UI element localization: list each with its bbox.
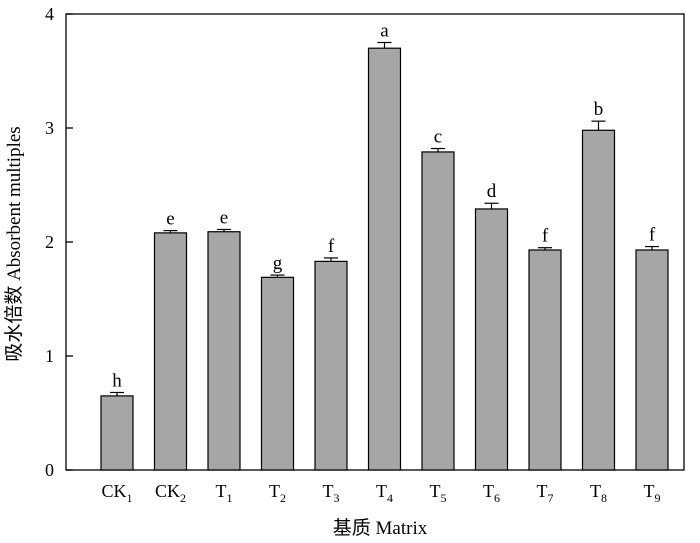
x-tick-label-base: T [483, 481, 494, 501]
significance-label: f [542, 226, 549, 247]
bar [153, 232, 188, 471]
y-tick-label: 0 [45, 460, 54, 480]
bar [367, 47, 402, 471]
y-tick-label: 4 [45, 4, 54, 24]
x-tick-label-base: CK [101, 481, 126, 501]
significance-label: c [434, 127, 442, 148]
x-tick-label: T9 [644, 481, 661, 505]
x-tick-label-subscript: 1 [127, 491, 133, 505]
bar [314, 260, 348, 471]
significance-label: g [273, 253, 283, 274]
x-tick-label-subscript: 5 [441, 491, 447, 505]
x-tick-label-base: T [376, 481, 387, 501]
y-tick-label: 1 [45, 346, 54, 366]
x-tick-label: T1 [216, 481, 233, 505]
x-tick-label: CK2 [155, 481, 186, 505]
x-tick-label-base: T [269, 481, 280, 501]
x-tick-label: T4 [376, 481, 393, 505]
x-tick-label: T3 [323, 481, 340, 505]
x-tick-label-base: CK [155, 481, 180, 501]
x-tick-label-base: T [216, 481, 227, 501]
x-tick-label: CK1 [101, 481, 132, 505]
x-tick-label-subscript: 9 [655, 491, 661, 505]
x-tick-label-base: T [537, 481, 548, 501]
bar [581, 129, 616, 471]
x-tick-label-subscript: 3 [334, 491, 340, 505]
bar [528, 249, 562, 471]
x-tick-label-subscript: 6 [494, 491, 500, 505]
x-tick-label: T2 [269, 481, 286, 505]
bar [207, 231, 241, 471]
x-tick-label: T7 [537, 481, 554, 505]
bar [260, 276, 295, 471]
significance-label: f [649, 225, 656, 246]
significance-label: e [220, 207, 228, 228]
significance-label: a [380, 21, 389, 42]
significance-label: e [166, 209, 174, 230]
y-axis-title: 吸水倍数 Absorbent multiples [3, 126, 25, 361]
x-tick-label: T6 [483, 481, 500, 505]
x-tick-label-subscript: 1 [227, 491, 233, 505]
x-tick-label-base: T [430, 481, 441, 501]
bars-group: h e e g f a c d f b f [100, 21, 669, 471]
x-tick-label: T8 [590, 481, 607, 505]
bar [635, 249, 669, 471]
x-axis-title: 基质 Matrix [333, 517, 428, 539]
bar [474, 208, 509, 471]
x-tick-label-base: T [590, 481, 601, 501]
y-tick-label: 2 [45, 232, 54, 252]
x-tick-label-subscript: 2 [180, 491, 186, 505]
x-tick-label-subscript: 7 [548, 491, 554, 505]
y-tick-label: 3 [45, 118, 54, 138]
x-tick-label-subscript: 2 [280, 491, 286, 505]
significance-label: b [594, 99, 604, 120]
significance-label: d [487, 181, 497, 202]
bar [100, 395, 134, 471]
x-tick-label: T5 [430, 481, 447, 505]
x-tick-label-subscript: 4 [387, 491, 393, 505]
bar [421, 151, 455, 471]
significance-label: f [328, 236, 335, 257]
x-tick-label-base: T [323, 481, 334, 501]
x-tick-label-subscript: 8 [601, 491, 607, 505]
significance-label: h [112, 370, 122, 391]
x-tick-label-base: T [644, 481, 655, 501]
